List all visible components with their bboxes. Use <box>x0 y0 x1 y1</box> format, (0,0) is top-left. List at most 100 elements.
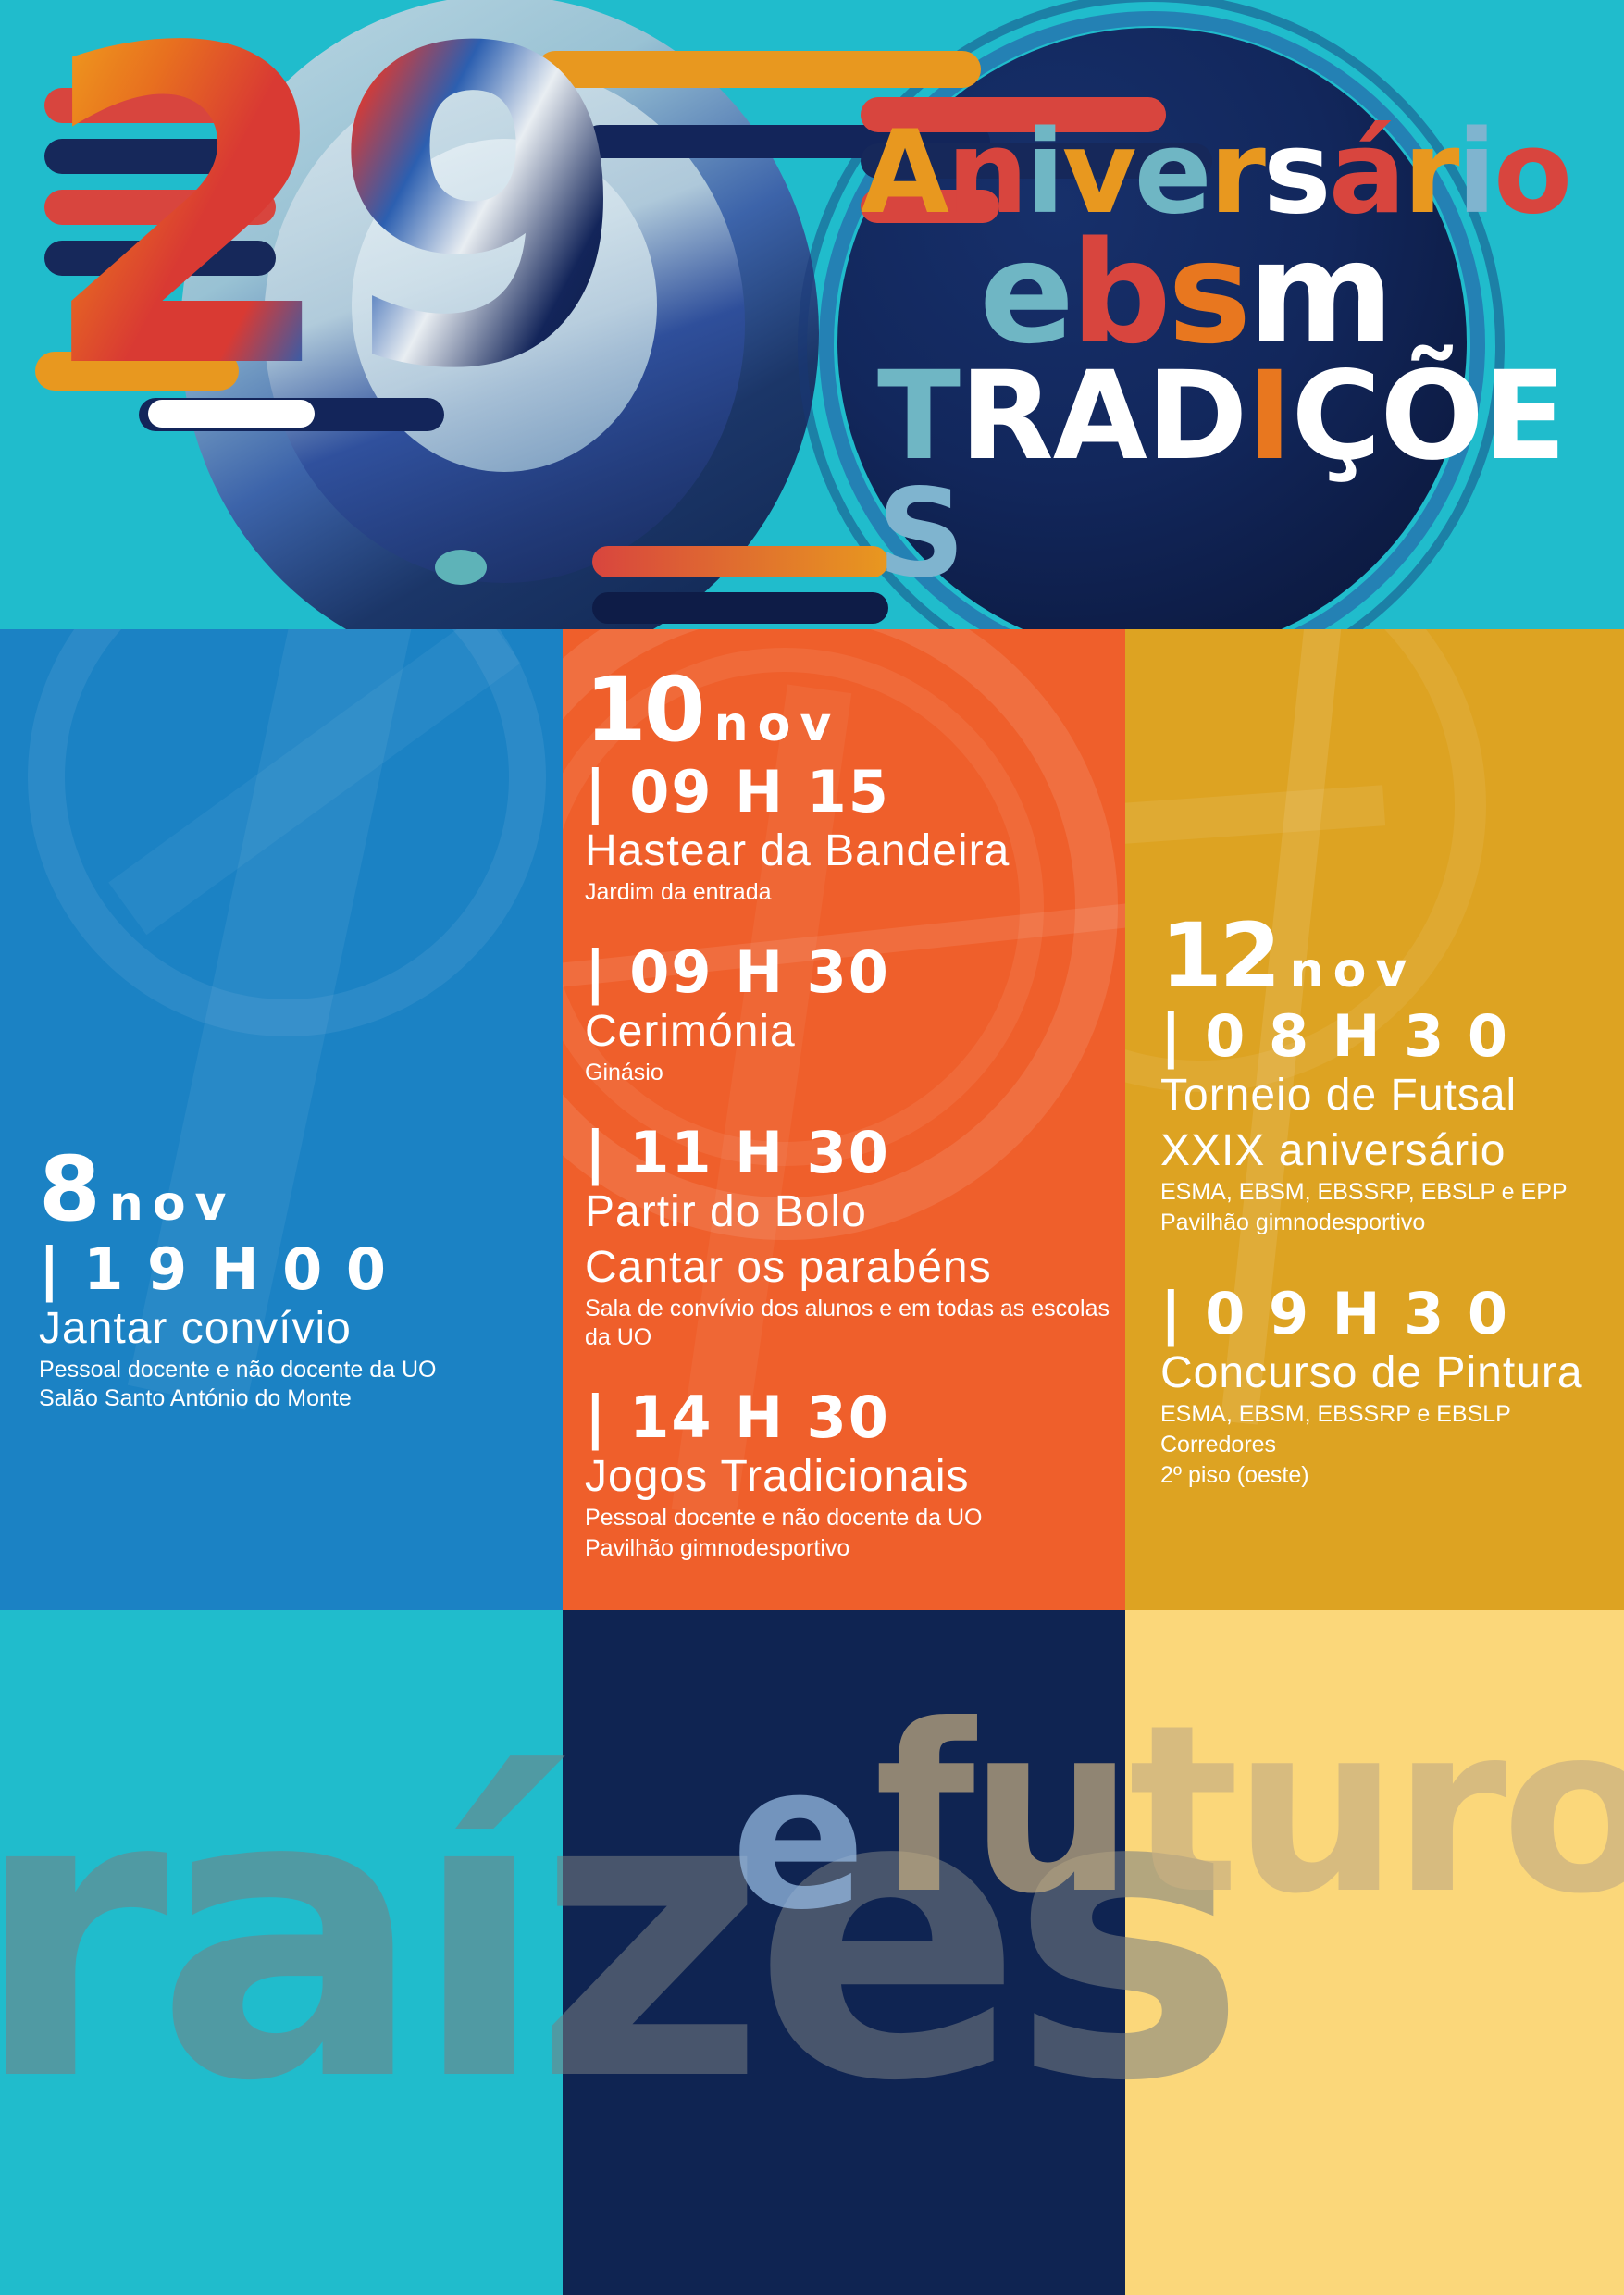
event-subline: Pavilhão gimnodesportivo <box>585 1535 850 1562</box>
title-char-i2: i <box>1457 106 1496 240</box>
day-number-10nov: 10 nov <box>585 665 1122 754</box>
title-char-s: s <box>1262 106 1332 240</box>
title-char-v: v <box>1061 106 1137 240</box>
dash-navy-right-2 <box>861 143 1212 179</box>
event-subline: Sala de convívio dos alunos e em todas a… <box>585 1295 1110 1350</box>
title-line-ebsm: ebsm ebsm <box>979 211 1592 376</box>
column-12-nov: 12 nov | 0 8 H 3 0 Torneio de Futsal XXIX… <box>1125 629 1624 1610</box>
sponsor-logo-strip: bd bricodutra GELPICO, LDA. RP RÁDIO PIC… <box>0 2212 1624 2295</box>
title-char-r2: r <box>1403 106 1459 240</box>
event-block: | 14 H 30 Jogos Tradicionais Pessoal doc… <box>585 1389 1122 1563</box>
footer-panel-navy <box>563 2212 1125 2295</box>
day-number-12nov: 12 nov <box>1160 912 1623 1000</box>
day-number-value: 8 <box>39 1137 101 1241</box>
compass-watermark-blue <box>28 629 546 1036</box>
event-block: 8 nov | 1 9 H 0 0 Jantar convívio Pessoal… <box>39 1145 539 1413</box>
title-char-r: r <box>1209 106 1266 240</box>
footer-panel-cream <box>1125 2212 1624 2295</box>
event-title: Torneio de Futsal <box>1160 1071 1518 1121</box>
event-title: Concurso de Pintura <box>1160 1348 1583 1398</box>
event-block: | 09 H 15 Hastear da Bandeira Jardim da … <box>585 763 1122 907</box>
event-time: | 09 H 15 <box>585 758 890 826</box>
event-subline: ESMA, EBSM, EBSSRP, EBSLP e EPP <box>1160 1178 1568 1205</box>
event-time: | 14 H 30 <box>585 1383 890 1452</box>
title-char-m: m <box>1247 211 1394 376</box>
event-time: | 0 9 H 3 0 <box>1160 1280 1510 1348</box>
header-band: 29 Aniversário Aniversário ebsm ebsm TRA… <box>0 0 1624 629</box>
dash-navy-1 <box>44 139 276 174</box>
slogan-panel-teal <box>0 1610 563 2212</box>
column-8-nov: 8 nov | 1 9 H 0 0 Jantar convívio Pessoal… <box>0 629 563 1610</box>
title-char-O: Õ <box>1380 344 1483 488</box>
title-char-D: D <box>1146 344 1248 488</box>
title-char-S: S <box>877 462 965 605</box>
dash-navy-2 <box>44 241 276 276</box>
title-char-o: o <box>1494 106 1572 240</box>
compass-needle-blue-2 <box>108 629 521 936</box>
title-char-e: e <box>1134 106 1212 240</box>
event-subline: ESMA, EBSM, EBSSRP e EBSLP <box>1160 1400 1511 1427</box>
day-number-value: 12 <box>1160 904 1282 1008</box>
day-month-value: nov <box>108 1176 236 1232</box>
event-subline: Ginásio <box>585 1059 663 1085</box>
dash-red-1 <box>44 88 276 123</box>
event-title: Jantar convívio <box>39 1304 352 1354</box>
column-10-nov: 10 nov | 09 H 15 Hastear da Bandeira Jard… <box>563 629 1125 1610</box>
event-time: | 09 H 30 <box>585 938 890 1007</box>
event-block: | 09 H 30 Cerimónia Ginásio <box>585 944 1122 1087</box>
event-time: | 0 8 H 3 0 <box>1160 1002 1510 1071</box>
title-line-aniversario: Aniversário Aniversário <box>861 106 1592 240</box>
event-title: Partir do Bolo <box>585 1187 867 1237</box>
dash-amber-right <box>537 51 981 88</box>
title-char-T: T <box>877 344 961 488</box>
dash-navy-lower <box>592 592 888 624</box>
dash-red-right-2 <box>861 190 999 223</box>
event-block: | 11 H 30 Partir do Bolo Cantar os parab… <box>585 1124 1122 1352</box>
event-title: Cerimónia <box>585 1007 796 1057</box>
title-char-R: R <box>960 344 1054 488</box>
event-subline: Corredores <box>1160 1432 1277 1458</box>
slogan-panel-navy <box>563 1610 1125 2212</box>
footer-band <box>0 2212 1624 2295</box>
event-subline: Pessoal docente e não docente da UO <box>39 1356 437 1383</box>
event-title-secondary: Cantar os parabéns <box>585 1242 992 1292</box>
title-char-C: Ç <box>1291 344 1382 488</box>
slogan-panel-cream <box>1125 1610 1624 2212</box>
title-char-b: b <box>1071 211 1172 376</box>
title-char-A2: A <box>1052 344 1147 488</box>
compass-ray-gold-2 <box>1125 785 1386 848</box>
event-title-secondary: XXIX aniversário <box>1160 1125 1506 1175</box>
decorative-ring-outer-right <box>798 0 1505 629</box>
footer-panel-teal <box>0 2212 563 2295</box>
day-number-value: 10 <box>585 658 706 762</box>
dash-white-bottom <box>148 400 315 428</box>
event-time: | 11 H 30 <box>585 1119 890 1187</box>
dash-amber-bottom <box>35 352 239 391</box>
day-number-8nov: 8 nov <box>39 1145 539 1234</box>
title-char-a: á <box>1328 106 1407 240</box>
dash-red-2 <box>44 190 276 225</box>
event-subline: Jardim da entrada <box>585 878 772 905</box>
title-line-tradicoes: TRADIÇÕES TRADIÇÕES <box>877 344 1592 605</box>
title-char-I: I <box>1246 344 1292 488</box>
title-char-e2: e <box>979 211 1074 376</box>
event-subline: Salão Santo António do Monte <box>39 1385 352 1412</box>
event-subline: Pavilhão gimnodesportivo <box>1160 1209 1426 1235</box>
event-title: Jogos Tradicionais <box>585 1452 970 1502</box>
slogan-band <box>0 1610 1624 2212</box>
schedule-columns: 8 nov | 1 9 H 0 0 Jantar convívio Pessoal… <box>0 629 1624 1610</box>
title-char-i: i <box>1025 106 1064 240</box>
title-char-s2: s <box>1167 211 1252 376</box>
event-subline: 2º piso (oeste) <box>1160 1462 1309 1489</box>
title-char-n: n <box>946 106 1028 240</box>
title-char-A: A <box>861 106 949 240</box>
event-block: | 0 9 H 3 0 Concurso de Pintura ESMA, EB… <box>1160 1285 1623 1491</box>
dash-orange-lower <box>592 546 888 577</box>
edition-number: 29 <box>37 0 631 464</box>
day-month-value: nov <box>713 697 841 752</box>
day-month-value: nov <box>1289 943 1417 999</box>
dash-teal-dot <box>435 550 487 585</box>
event-time: | 1 9 H 0 0 <box>39 1235 389 1304</box>
event-subline: Pessoal docente e não docente da UO <box>585 1504 983 1531</box>
